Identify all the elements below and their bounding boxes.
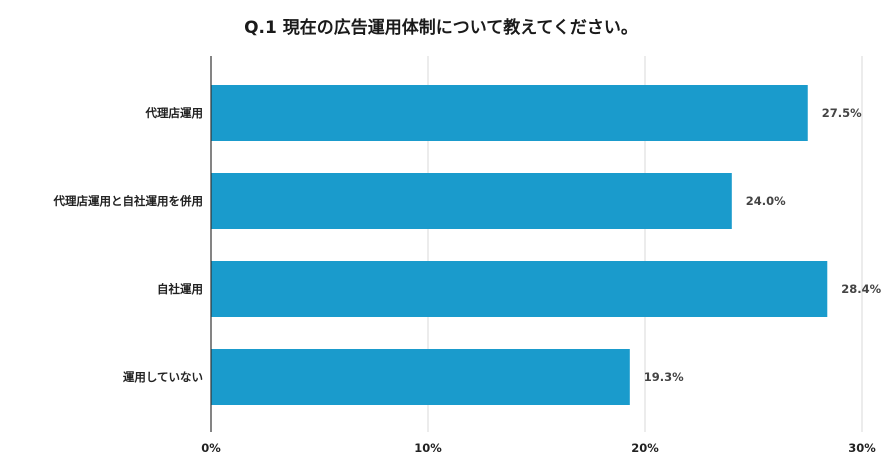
value-label-4: 19.3% — [644, 370, 684, 384]
category-label-1: 代理店運用 — [145, 106, 204, 120]
bar-4 — [211, 349, 630, 405]
category-label-3: 自社運用 — [157, 282, 203, 296]
value-label-1: 27.5% — [822, 106, 862, 120]
bars — [211, 85, 828, 405]
category-label-2: 代理店運用と自社運用を併用 — [53, 194, 204, 208]
bar-3 — [211, 261, 828, 317]
bar-1 — [211, 85, 808, 141]
x-tick-label-0: 0% — [201, 441, 221, 455]
category-label-4: 運用していない — [123, 370, 203, 384]
bar-2 — [211, 173, 732, 229]
x-tick-label-20: 20% — [631, 441, 659, 455]
value-label-2: 24.0% — [746, 194, 786, 208]
chart-title: Q.1 現在の広告運用体制について教えてください。 — [244, 17, 638, 38]
x-tick-label-10: 10% — [414, 441, 442, 455]
axes: 0% 10% 20% 30% 代理店運用 27.5% 代理店運用と自社運用を併用 24.0% 自… — [53, 56, 882, 455]
value-label-3: 28.4% — [841, 282, 881, 296]
x-tick-label-30: 30% — [848, 441, 876, 455]
